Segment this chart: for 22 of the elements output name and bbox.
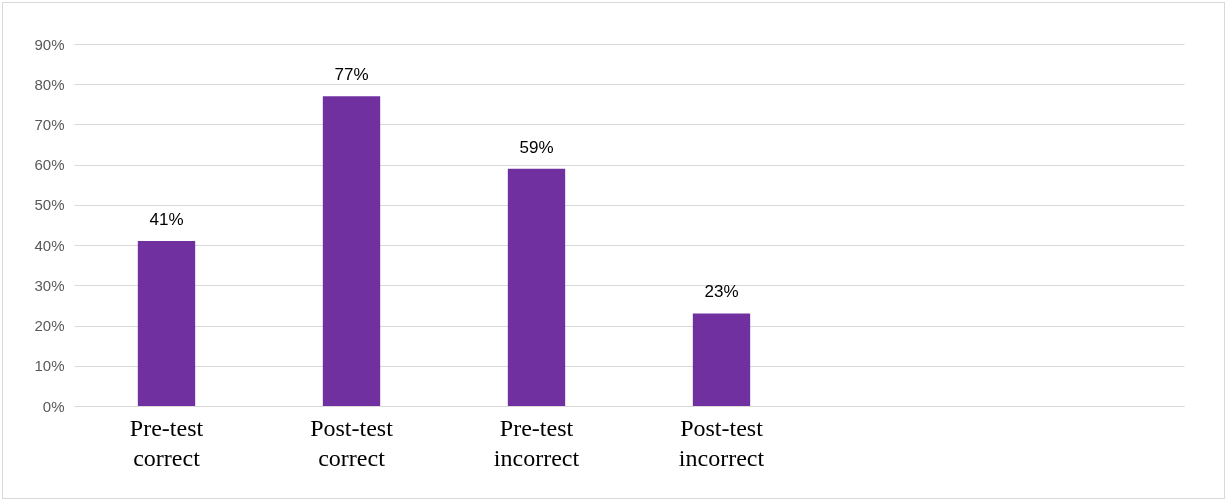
y-tick-label: 10% — [34, 357, 65, 375]
y-tick-label: 30% — [34, 276, 65, 294]
y-tick-label: 90% — [34, 35, 65, 53]
x-tick-label: Pre-test incorrect — [493, 414, 580, 471]
bar — [137, 241, 196, 406]
bar — [507, 168, 566, 406]
x-tick-label: Post-test correct — [310, 414, 394, 471]
data-label: 59% — [519, 137, 554, 157]
y-tick-label: 20% — [34, 317, 65, 335]
y-tick-label: 50% — [34, 196, 65, 214]
y-tick-label: 40% — [34, 236, 65, 254]
bar — [322, 96, 381, 406]
data-label: 77% — [334, 65, 369, 85]
y-tick-label: 60% — [34, 156, 65, 174]
data-label: 41% — [149, 210, 184, 230]
y-tick-label: 80% — [34, 75, 65, 93]
y-tick-label: 70% — [34, 115, 65, 133]
bar — [692, 313, 751, 406]
x-tick-label: Post-test incorrect — [678, 414, 765, 471]
x-tick-label: Pre-test correct — [129, 414, 204, 471]
y-tick-label: 0% — [42, 397, 65, 415]
data-label: 23% — [704, 282, 739, 302]
